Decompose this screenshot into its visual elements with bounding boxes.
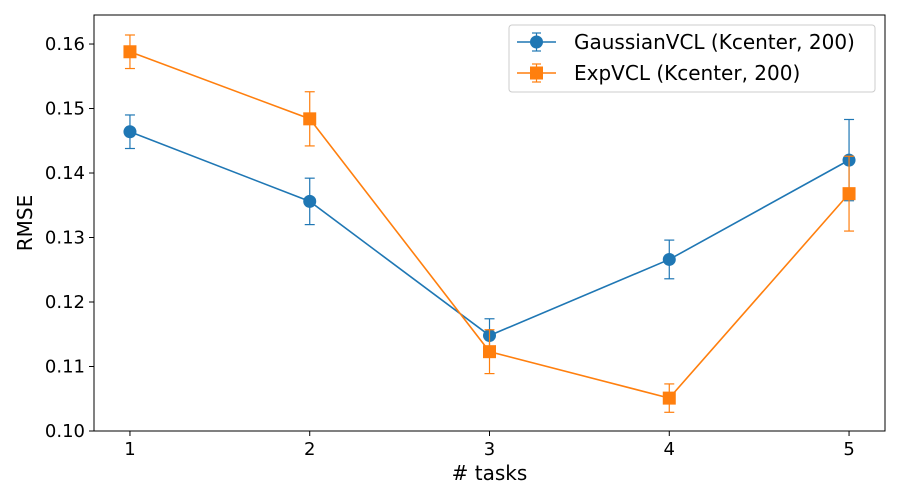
series-gaussianvcl bbox=[123, 114, 856, 353]
x-tick-label: 5 bbox=[843, 439, 854, 460]
data-point-circle bbox=[303, 194, 317, 208]
y-tick-label: 0.16 bbox=[45, 34, 85, 55]
legend: GaussianVCL (Kcenter, 200) ExpVCL (Kcente… bbox=[508, 24, 876, 93]
y-axis-label: RMSE bbox=[13, 195, 37, 251]
data-point-square bbox=[123, 45, 137, 59]
y-tick-label: 0.13 bbox=[45, 228, 85, 249]
y-axis-ticks: 0.10 0.11 0.12 0.13 0.14 0.15 0.16 bbox=[45, 34, 94, 442]
y-tick-label: 0.10 bbox=[45, 421, 85, 442]
data-point-circle bbox=[662, 252, 676, 266]
legend-box bbox=[508, 24, 876, 93]
y-tick-label: 0.15 bbox=[45, 99, 85, 120]
x-tick-label: 3 bbox=[484, 439, 495, 460]
legend-marker-circle bbox=[530, 35, 543, 49]
legend-items: GaussianVCL (Kcenter, 200) ExpVCL (Kcente… bbox=[517, 30, 855, 85]
x-tick-label: 4 bbox=[664, 439, 675, 460]
y-tick-label: 0.11 bbox=[45, 357, 85, 378]
x-axis-label: # tasks bbox=[452, 461, 528, 485]
data-point-square bbox=[483, 345, 496, 359]
series-layer bbox=[123, 34, 856, 413]
y-tick-label: 0.12 bbox=[45, 292, 85, 313]
x-tick-label: 1 bbox=[124, 439, 135, 460]
data-point-square bbox=[662, 391, 676, 405]
legend-label: GaussianVCL (Kcenter, 200) bbox=[574, 30, 855, 54]
series-line bbox=[129, 130, 850, 337]
x-tick-label: 2 bbox=[304, 439, 315, 460]
legend-item: ExpVCL (Kcenter, 200) bbox=[517, 61, 800, 85]
series-expvcl bbox=[123, 34, 856, 413]
legend-marker-square bbox=[530, 66, 543, 80]
legend-item: GaussianVCL (Kcenter, 200) bbox=[517, 30, 855, 54]
y-tick-label: 0.14 bbox=[45, 163, 85, 184]
x-axis-ticks: 1 2 3 4 5 bbox=[124, 431, 855, 460]
legend-label: ExpVCL (Kcenter, 200) bbox=[574, 61, 800, 85]
data-point-circle bbox=[123, 125, 137, 139]
data-point-square bbox=[303, 112, 317, 126]
data-point-square bbox=[842, 187, 856, 201]
